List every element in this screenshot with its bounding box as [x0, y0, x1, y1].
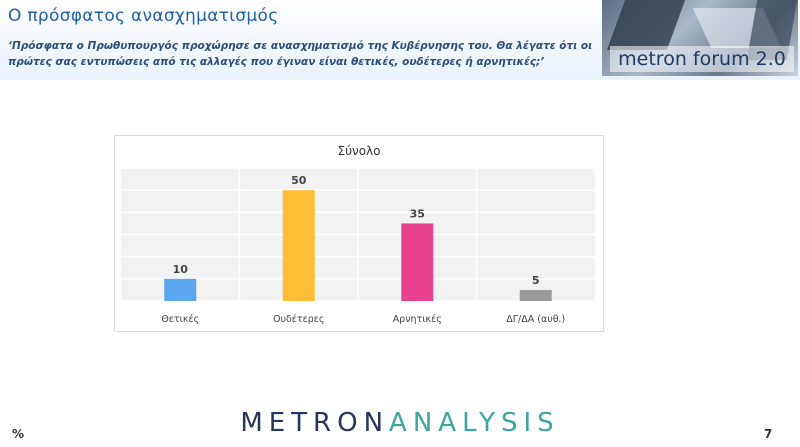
page-number: 7 [764, 427, 773, 441]
metron-analysis-logo: METRONANALYSIS [0, 408, 800, 438]
data-label: 5 [532, 274, 540, 287]
bar [401, 223, 434, 301]
bar-chart: 10 Θετικές 50 Ουδέτερες 35 Αρνητικές 5 ΔΓ/ΔΑ (α… [121, 167, 595, 325]
logo-part-analysis: ANALYSIS [389, 408, 560, 438]
chart-title: Σύνολο [337, 144, 381, 158]
bar [164, 278, 197, 301]
x-tick-label: Αρνητικές [393, 314, 442, 325]
chart-container: Σύνολο 10 Θετικές 50 Ουδέτερες 35 Αρνητικές 5 Δ… [114, 135, 604, 332]
slide-header: Ο πρόσφατος ανασχηματισμός ‘Πρόσφατα ο Π… [0, 0, 800, 80]
data-label: 50 [291, 174, 307, 187]
data-label: 35 [410, 207, 425, 220]
brand-banner: metron forum 2.0 [602, 0, 798, 76]
x-tick-label: Θετικές [161, 314, 199, 325]
x-tick-label: Ουδέτερες [273, 314, 325, 325]
banner-decoration [606, 0, 686, 50]
unit-label: % [12, 427, 25, 441]
bar [519, 289, 552, 301]
bar [282, 190, 315, 301]
survey-question: ‘Πρόσφατα ο Πρωθυπουργός προχώρησε σε αν… [8, 40, 593, 68]
logo-part-metron: METRON [240, 408, 390, 438]
x-tick-label: ΔΓ/ΔΑ (αυθ.) [506, 314, 565, 325]
data-label: 10 [173, 263, 189, 276]
slide-title: Ο πρόσφατος ανασχηματισμός [8, 6, 279, 26]
brand-label: metron forum 2.0 [610, 46, 794, 72]
